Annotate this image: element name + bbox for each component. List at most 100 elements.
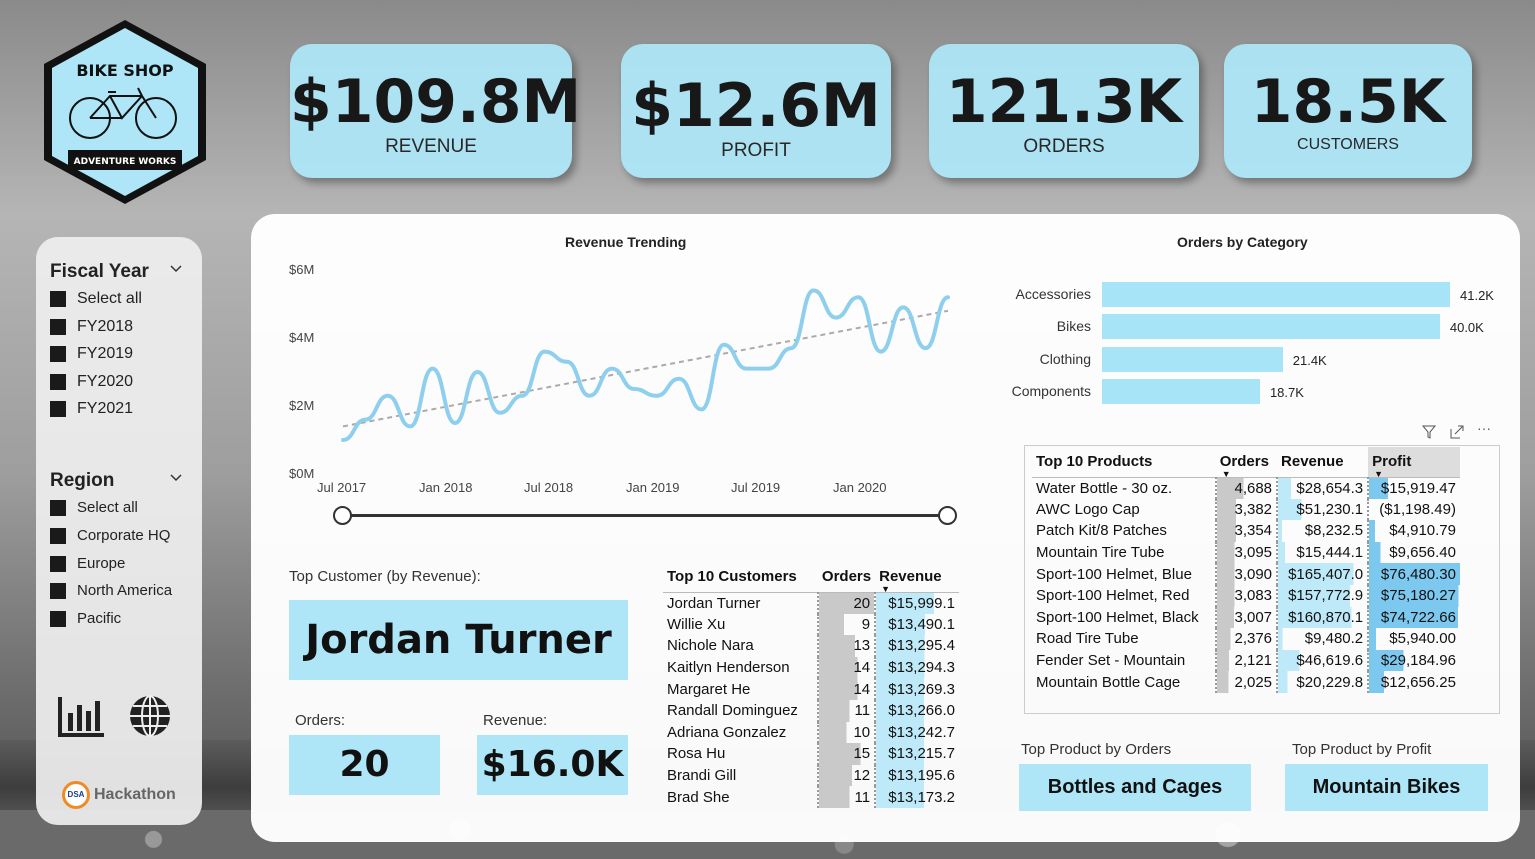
revenue-data-point[interactable] bbox=[767, 367, 771, 371]
checkbox[interactable] bbox=[50, 319, 66, 335]
fiscal-year-option[interactable]: FY2021 bbox=[50, 400, 133, 418]
table-row[interactable]: Sport-100 Helmet, Blue 3,090 $165,407.0 $76… bbox=[1032, 563, 1460, 585]
column-header[interactable]: Revenue ▼ bbox=[879, 568, 942, 594]
category-bar[interactable] bbox=[1102, 347, 1283, 372]
table-row[interactable]: Sport-100 Helmet, Black 3,007 $160,870.1 $7… bbox=[1032, 606, 1460, 629]
revenue-data-point[interactable] bbox=[475, 370, 479, 374]
top-product-orders-label: Top Product by Orders bbox=[1021, 741, 1172, 758]
revenue-data-point[interactable] bbox=[363, 418, 367, 422]
more-options-icon[interactable]: ··· bbox=[1477, 420, 1491, 436]
focus-mode-icon[interactable] bbox=[1450, 425, 1464, 439]
category-bar[interactable] bbox=[1102, 314, 1440, 339]
fiscal-year-option[interactable]: FY2019 bbox=[50, 345, 133, 363]
checkbox[interactable] bbox=[50, 374, 66, 390]
revenue-data-point[interactable] bbox=[655, 394, 659, 398]
category-label: Accessories bbox=[1015, 286, 1091, 302]
table-row[interactable]: AWC Logo Cap 3,382 $51,230.1 ($1,198.49) bbox=[1032, 498, 1460, 521]
chevron-down-icon[interactable] bbox=[170, 263, 182, 275]
main-panel: Revenue Trending $6M $4M $2M $0M Jul 201… bbox=[251, 214, 1520, 842]
checkbox[interactable] bbox=[50, 346, 66, 362]
revenue-data-point[interactable] bbox=[946, 295, 950, 299]
table-row[interactable]: Nichole Nara 13 $13,295.4 bbox=[663, 635, 959, 657]
table-row[interactable]: Patch Kit/8 Patches 3,354 $8,232.5 $4,910.7… bbox=[1032, 520, 1460, 542]
column-header[interactable]: Profit ▼ bbox=[1368, 447, 1460, 479]
table-row[interactable]: Fender Set - Mountain 2,121 $46,619.6 $29,1… bbox=[1032, 649, 1460, 672]
table-row[interactable]: Mountain Bottle Cage 2,025 $20,229.8 $12,65… bbox=[1032, 671, 1460, 693]
revenue-data-point[interactable] bbox=[341, 438, 345, 442]
column-header[interactable]: Orders ▼ bbox=[1219, 453, 1269, 479]
category-bar[interactable] bbox=[1102, 379, 1260, 404]
orders-cell: 11 bbox=[816, 786, 876, 808]
table-row[interactable]: Kaitlyn Henderson 14 $13,294.3 bbox=[663, 656, 959, 679]
table-row[interactable]: Brad She 11 $13,173.2 bbox=[663, 786, 959, 808]
table-row[interactable]: Rosa Hu 15 $13,215.7 bbox=[663, 743, 959, 765]
checkbox[interactable] bbox=[50, 527, 66, 544]
table-row[interactable]: Water Bottle - 30 oz. 4,688 $28,654.3 $15,9… bbox=[1032, 477, 1460, 499]
revenue-data-point[interactable] bbox=[431, 367, 435, 371]
checkbox[interactable] bbox=[50, 610, 66, 627]
revenue-data-point[interactable] bbox=[677, 377, 681, 381]
region-option[interactable]: North America bbox=[50, 582, 172, 599]
table-row[interactable]: Willie Xu 9 $13,490.1 bbox=[663, 613, 959, 636]
revenue-data-point[interactable] bbox=[856, 295, 860, 299]
fiscal-year-option[interactable]: FY2020 bbox=[50, 373, 133, 391]
column-header[interactable]: Orders bbox=[821, 568, 872, 586]
column-header[interactable]: Top 10 Customers bbox=[667, 568, 797, 586]
revenue-data-point[interactable] bbox=[812, 288, 816, 292]
revenue-data-point[interactable] bbox=[744, 367, 748, 371]
region-option[interactable]: Europe bbox=[50, 555, 125, 572]
revenue-data-point[interactable] bbox=[879, 350, 883, 354]
bar-chart-icon[interactable] bbox=[56, 693, 108, 739]
revenue-data-point[interactable] bbox=[543, 350, 547, 354]
range-end-handle[interactable] bbox=[938, 506, 957, 525]
revenue-data-point[interactable] bbox=[632, 387, 636, 391]
y-tick: $0M bbox=[289, 466, 315, 481]
checkbox[interactable] bbox=[50, 291, 66, 307]
revenue-data-point[interactable] bbox=[901, 305, 905, 309]
globe-icon[interactable] bbox=[126, 693, 178, 739]
revenue-data-point[interactable] bbox=[565, 360, 569, 364]
column-header[interactable]: Top 10 Products bbox=[1036, 453, 1153, 471]
region-option[interactable]: Corporate HQ bbox=[50, 527, 170, 544]
category-label: Clothing bbox=[1039, 351, 1091, 367]
category-bar[interactable] bbox=[1102, 282, 1450, 307]
revenue-data-point[interactable] bbox=[520, 394, 524, 398]
revenue-data-point[interactable] bbox=[498, 411, 502, 415]
orders-cell: 13 bbox=[816, 635, 876, 657]
region-option[interactable]: Select all bbox=[50, 499, 138, 516]
revenue-data-point[interactable] bbox=[789, 346, 793, 350]
filter-icon[interactable] bbox=[1422, 425, 1436, 439]
table-row[interactable]: Sport-100 Helmet, Red 3,083 $157,772.9 $75,… bbox=[1032, 584, 1460, 607]
date-range-track[interactable] bbox=[343, 514, 947, 517]
region-option[interactable]: Pacific bbox=[50, 610, 121, 627]
fiscal-year-option[interactable]: Select all bbox=[50, 290, 142, 308]
revenue-data-point[interactable] bbox=[587, 394, 591, 398]
table-row[interactable]: Brandi Gill 12 $13,195.6 bbox=[663, 764, 959, 787]
checkbox[interactable] bbox=[50, 555, 66, 572]
fiscal-year-option[interactable]: FY2018 bbox=[50, 318, 133, 336]
chevron-down-icon[interactable] bbox=[170, 472, 182, 484]
checkbox[interactable] bbox=[50, 499, 66, 516]
revenue-cell: $28,654.3 bbox=[1276, 477, 1369, 499]
column-header[interactable]: Revenue bbox=[1281, 453, 1344, 471]
kpi-profit-value: $12.6M bbox=[631, 71, 881, 141]
table-row[interactable]: Margaret He 14 $13,269.3 bbox=[663, 678, 959, 700]
table-row[interactable]: Randall Dominguez 11 $13,266.0 bbox=[663, 699, 959, 722]
revenue-series-line[interactable] bbox=[341, 288, 950, 442]
revenue-data-point[interactable] bbox=[453, 421, 457, 425]
revenue-data-point[interactable] bbox=[610, 367, 614, 371]
table-row[interactable]: Mountain Tire Tube 3,095 $15,444.1 $9,656.4… bbox=[1032, 541, 1460, 564]
revenue-data-point[interactable] bbox=[924, 346, 928, 350]
range-start-handle[interactable] bbox=[333, 506, 352, 525]
revenue-data-point[interactable] bbox=[386, 394, 390, 398]
revenue-data-point[interactable] bbox=[408, 424, 412, 428]
table-row[interactable]: Adriana Gonzalez 10 $13,242.7 bbox=[663, 721, 959, 744]
checkbox[interactable] bbox=[50, 582, 66, 599]
table-row[interactable]: Road Tire Tube 2,376 $9,480.2 $5,940.00 bbox=[1032, 628, 1460, 650]
revenue-data-point[interactable] bbox=[834, 316, 838, 320]
revenue-data-point[interactable] bbox=[700, 407, 704, 411]
revenue-data-point[interactable] bbox=[722, 343, 726, 347]
profit-cell: $12,656.25 bbox=[1367, 671, 1460, 693]
checkbox[interactable] bbox=[50, 401, 66, 417]
table-row[interactable]: Jordan Turner 20 $15,999.1 bbox=[663, 592, 959, 614]
